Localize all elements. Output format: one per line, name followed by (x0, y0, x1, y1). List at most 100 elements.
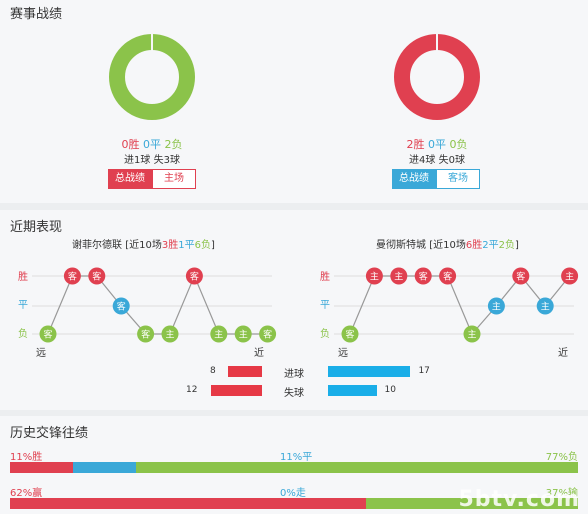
tab-overall-record-left[interactable]: 总战绩 (108, 169, 152, 189)
left-recent-draws: 1平 (178, 240, 195, 251)
left-team-recent-summary: 谢菲尔德联 [近10场3胜1平6负] (72, 236, 215, 251)
right-form-line (349, 275, 571, 336)
left-venue-label: 客 (68, 271, 77, 283)
right-axis-draw-label: 平 (320, 300, 330, 311)
conceded-left-bar (211, 385, 262, 396)
left-result-dot (112, 297, 130, 315)
left-record-tabs: 总战绩 主场 (108, 169, 196, 189)
h2h-loss-bar (136, 462, 578, 473)
h2h-draw-bar (73, 462, 137, 473)
conceded-right-value: 10 (384, 385, 396, 395)
right-venue-label: 客 (443, 271, 452, 283)
tab-away-record[interactable]: 客场 (436, 169, 480, 189)
left-form-chart: 客客 客客客 主客主主客 (32, 267, 277, 343)
head-to-head-title: 历史交锋往绩 (10, 426, 89, 441)
left-axis-win-label: 胜 (18, 272, 28, 283)
goals-right-bar (328, 366, 411, 377)
right-result-dot (390, 267, 408, 285)
right-result-dot (512, 267, 530, 285)
left-result-marker: 客 (88, 267, 106, 285)
right-axis-loss-label: 负 (320, 329, 330, 340)
h2h-handicap-win-bar (10, 498, 366, 509)
tab-home-record[interactable]: 主场 (152, 169, 196, 189)
tab-overall-record-right[interactable]: 总战绩 (392, 169, 436, 189)
match-record-title: 赛事战绩 (10, 7, 63, 22)
left-donut-ring (109, 34, 195, 120)
right-result-marker: 客 (439, 267, 457, 285)
right-venue-label: 主 (541, 301, 550, 313)
left-result-dot (210, 325, 228, 343)
right-venue-label: 客 (419, 271, 428, 283)
left-conceded: 失3球 (153, 155, 180, 166)
h2h-win-bar (10, 462, 74, 473)
conceded-left-value: 12 (186, 385, 198, 395)
left-venue-label: 主 (239, 329, 248, 341)
h2h-handicap-loss-label: 37%输 (545, 488, 578, 499)
left-record-summary: 0胜 0平 2负 (72, 136, 232, 152)
right-venue-label: 客 (345, 329, 354, 341)
left-losses: 2负 (164, 138, 183, 151)
right-result-dot (561, 267, 579, 285)
right-goals-summary: 进4球 失0球 (357, 151, 517, 166)
h2h-draw-label: 11%平 (280, 452, 313, 463)
left-axis-draw-label: 平 (18, 300, 28, 311)
left-result-dot (39, 325, 57, 343)
right-donut-ring (394, 34, 480, 120)
right-venue-label: 客 (516, 271, 525, 283)
h2h-handicap-push-label: 0%走 (280, 488, 306, 499)
left-result-marker: 客 (259, 325, 277, 343)
left-result-dot (161, 325, 179, 343)
left-result-dot (234, 325, 252, 343)
conceded-right-bar (328, 385, 377, 396)
right-result-dot (536, 297, 554, 315)
left-venue-label: 客 (117, 301, 126, 313)
goals-right-value: 17 (418, 366, 430, 376)
left-result-dot (88, 267, 106, 285)
left-result-marker: 主 (210, 325, 228, 343)
left-result-dot (137, 325, 155, 343)
right-result-dot (439, 267, 457, 285)
left-axis-loss-label: 负 (18, 329, 28, 340)
right-result-dot (487, 297, 505, 315)
right-result-marker: 客 (512, 267, 530, 285)
right-axis-win-label: 胜 (320, 272, 330, 283)
right-result-marker: 主 (365, 267, 383, 285)
right-team-name: 曼彻斯特城 (376, 240, 426, 251)
goals-left-bar (228, 366, 262, 377)
left-team-name: 谢菲尔德联 (72, 240, 122, 251)
right-result-marker: 客 (414, 267, 432, 285)
right-result-dot (341, 325, 359, 343)
left-result-marker: 客 (63, 267, 81, 285)
right-venue-label: 主 (565, 271, 574, 283)
h2h-handicap-win-label: 62%赢 (10, 488, 43, 499)
right-far-label: 远 (338, 348, 348, 359)
recent-form-title: 近期表现 (10, 220, 63, 235)
left-result-marker: 客 (112, 297, 130, 315)
right-result-marker: 主 (487, 297, 505, 315)
right-recent-wins: 6胜 (465, 240, 483, 251)
left-result-dot (185, 267, 203, 285)
right-record-summary: 2胜 0平 0负 (357, 136, 517, 152)
right-result-marker: 主 (390, 267, 408, 285)
left-venue-label: 客 (92, 271, 101, 283)
left-form-line (47, 274, 268, 335)
left-venue-label: 主 (214, 329, 223, 341)
left-venue-label: 主 (165, 329, 174, 341)
h2h-handicap-loss-bar (365, 498, 578, 509)
left-goals-summary: 进1球 失3球 (72, 151, 232, 166)
left-record-donut (109, 32, 195, 120)
h2h-loss-label: 77%负 (545, 452, 578, 463)
left-wins: 0胜 (121, 138, 140, 151)
match-record-section: 赛事战绩 0胜 0平 2负 进1球 失3球 总战绩 主场 2胜 0平 0负 进4… (0, 0, 588, 203)
right-result-marker: 客 (341, 325, 359, 343)
left-venue-label: 客 (263, 329, 272, 341)
left-near-label: 近 (254, 348, 264, 359)
right-team-recent-summary: 曼彻斯特城 [近10场6胜2平2负] (376, 236, 519, 251)
left-venue-label: 客 (141, 329, 150, 341)
left-result-marker: 客 (39, 325, 57, 343)
site-watermark: 5btv.com (458, 487, 580, 512)
left-summary-prefix: [近10场 (125, 240, 162, 251)
left-result-marker: 主 (234, 325, 252, 343)
left-result-marker: 主 (161, 325, 179, 343)
right-result-dot (463, 325, 481, 343)
